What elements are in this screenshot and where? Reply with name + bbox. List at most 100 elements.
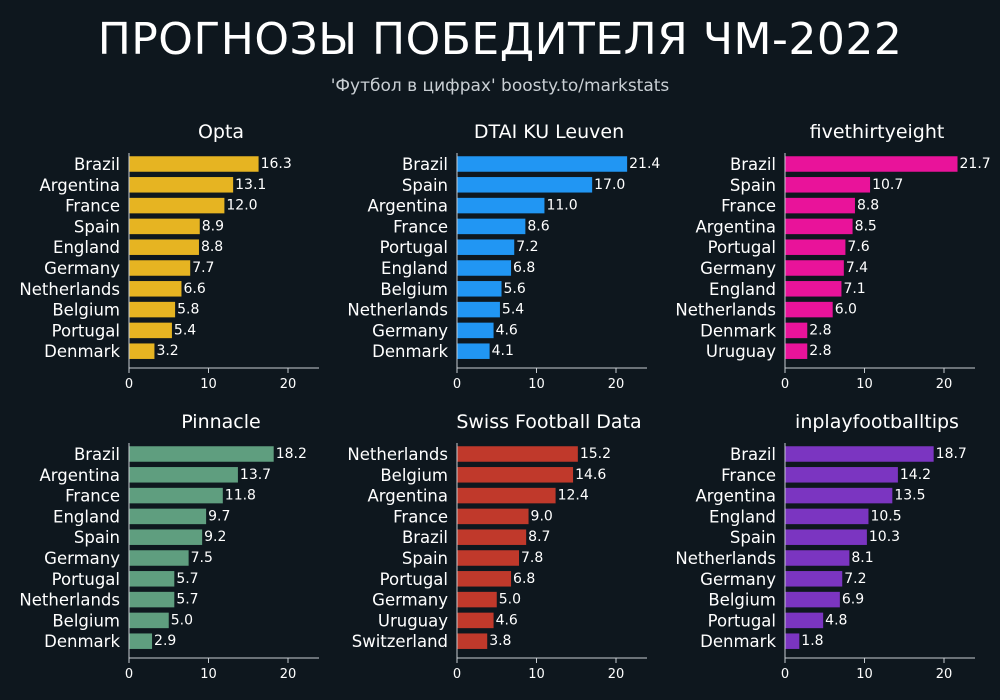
data-label: 14.2 — [900, 467, 931, 483]
category-label: Portugal — [708, 238, 776, 257]
chart-title: Opta — [198, 121, 244, 143]
category-label: Netherlands — [675, 301, 776, 320]
x-tick-label: 0 — [453, 667, 461, 682]
bar — [129, 156, 259, 172]
data-label: 7.2 — [844, 571, 866, 587]
chart-title: inplayfootballtips — [795, 411, 959, 433]
chart-panel: Swiss Football Data Netherlands 15.2 Belgiu… — [347, 411, 647, 682]
category-label: Argentina — [40, 466, 121, 485]
bar — [785, 322, 808, 339]
chart-title: DTAI KU Leuven — [474, 121, 624, 143]
category-label: Germany — [372, 321, 448, 340]
bar — [457, 529, 527, 545]
category-label: France — [393, 507, 448, 526]
category-label: Brazil — [402, 155, 448, 174]
data-label: 4.6 — [496, 612, 518, 628]
category-label: Switzerland — [352, 632, 448, 651]
data-label: 9.2 — [204, 529, 226, 545]
data-label: 7.4 — [846, 260, 868, 276]
data-label: 9.7 — [208, 508, 230, 524]
bar — [785, 218, 853, 235]
data-label: 3.8 — [489, 633, 511, 649]
bar — [457, 591, 497, 608]
data-label: 6.0 — [835, 302, 857, 318]
data-label: 5.0 — [171, 612, 193, 628]
category-label: Portugal — [52, 570, 120, 589]
x-tick-label: 20 — [280, 667, 297, 682]
bar — [457, 467, 574, 483]
data-label: 6.8 — [513, 260, 535, 276]
bar — [129, 446, 274, 462]
data-label: 12.4 — [558, 488, 589, 504]
category-label: England — [53, 507, 120, 526]
data-label: 6.9 — [842, 592, 864, 608]
category-label: Belgium — [52, 611, 120, 630]
category-label: Brazil — [74, 155, 120, 174]
bar — [785, 156, 958, 172]
bar — [457, 612, 494, 629]
x-tick-label: 20 — [936, 377, 953, 392]
data-label: 7.5 — [191, 550, 213, 566]
data-label: 5.7 — [176, 571, 198, 587]
bar — [457, 301, 500, 318]
category-label: Belgium — [380, 466, 448, 485]
bar — [457, 571, 512, 587]
data-label: 18.7 — [936, 446, 967, 462]
bar — [785, 591, 840, 608]
x-tick-label: 20 — [936, 667, 953, 682]
data-label: 8.5 — [855, 218, 877, 234]
data-label: 10.3 — [869, 529, 900, 545]
x-tick-label: 20 — [608, 667, 625, 682]
data-label: 5.8 — [177, 302, 199, 318]
category-label: Portugal — [52, 321, 120, 340]
category-label: France — [65, 197, 120, 216]
chart-title: fivethirtyeight — [810, 121, 945, 143]
data-label: 9.0 — [531, 508, 553, 524]
category-label: Brazil — [730, 445, 776, 464]
data-label: 1.8 — [801, 633, 823, 649]
bar — [785, 260, 844, 276]
category-label: Spain — [730, 528, 776, 547]
bar — [785, 550, 850, 566]
data-label: 7.1 — [843, 281, 865, 297]
chart-panel: inplayfootballtips Brazil 18.7 France 14.2 Ar… — [675, 411, 975, 682]
bar — [785, 343, 808, 359]
category-label: Belgium — [708, 591, 776, 610]
category-label: France — [65, 487, 120, 506]
data-label: 7.8 — [521, 550, 543, 566]
data-label: 15.2 — [580, 446, 611, 462]
chart-panel: Opta Brazil 16.3 Argentina 13.1 France 12.0 Spa… — [19, 121, 319, 392]
data-label: 13.7 — [240, 467, 271, 483]
bar — [457, 281, 502, 297]
bar — [785, 529, 867, 545]
category-label: Spain — [402, 176, 448, 195]
data-label: 13.5 — [894, 488, 925, 504]
x-tick-label: 20 — [608, 377, 625, 392]
category-label: Spain — [402, 549, 448, 568]
data-label: 8.9 — [202, 218, 224, 234]
category-label: Brazil — [402, 528, 448, 547]
category-label: France — [721, 197, 776, 216]
bar — [457, 197, 545, 214]
category-label: Germany — [700, 570, 776, 589]
bar — [129, 487, 223, 504]
bar — [457, 446, 578, 462]
category-label: Denmark — [372, 342, 448, 361]
data-label: 13.1 — [235, 177, 266, 193]
bar — [129, 239, 199, 255]
bar — [785, 281, 842, 297]
page-subtitle: 'Футбол в цифрах' boosty.to/markstats — [330, 76, 670, 96]
data-label: 5.6 — [504, 281, 526, 297]
x-tick-label: 0 — [781, 667, 789, 682]
bar — [129, 467, 238, 483]
category-label: France — [721, 466, 776, 485]
category-label: Belgium — [380, 280, 448, 299]
bar — [785, 487, 893, 504]
category-label: England — [709, 507, 776, 526]
data-label: 8.6 — [527, 218, 549, 234]
data-label: 8.8 — [201, 239, 223, 255]
category-label: Argentina — [696, 217, 777, 236]
category-label: Brazil — [730, 155, 776, 174]
data-label: 6.8 — [513, 571, 535, 587]
data-label: 7.7 — [192, 260, 214, 276]
